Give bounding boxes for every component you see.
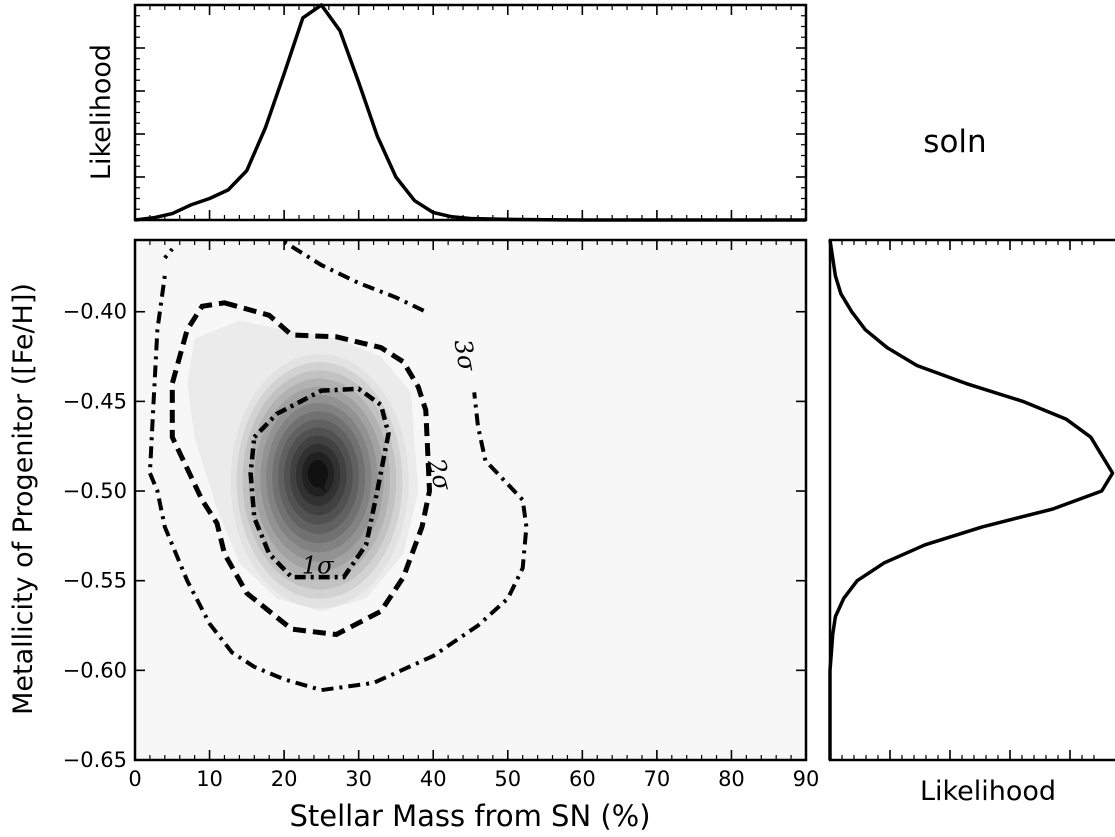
contour-label-1sigma: 1σ [302,552,334,580]
right-likelihood-curve [828,239,1115,760]
top-ylabel: Likelihood [86,44,117,180]
main-frame [133,238,808,762]
x-tick-label: 70 [644,767,671,791]
contour-3sigma [147,275,529,693]
y-tick-label: −0.45 [63,389,127,413]
x-tick-label: 0 [128,767,141,791]
soln-label: soln [923,124,986,160]
density-fill [187,320,419,612]
x-tick-label: 20 [271,767,298,791]
main-xlabel: Stellar Mass from SN (%) [289,799,650,833]
x-tick-label: 90 [793,767,820,791]
top-frame [133,3,808,222]
main-contour-panel: Stellar Mass from SN (%) Metallicity of … [8,238,820,833]
y-tick-label: −0.50 [63,479,127,503]
density-peak [308,461,326,494]
contour-label-3sigma: 3σ [448,337,481,374]
x-tick-label: 50 [494,767,521,791]
top-marginal-panel: Likelihood [86,3,808,222]
x-tick-label: 10 [196,767,223,791]
y-tick-label: −0.65 [63,748,127,772]
contour-2sigma [169,300,433,638]
right-frame [828,238,1115,762]
contour-3sigma [283,240,427,314]
main-ylabel: Metallicity of Progenitor ([Fe/H]) [8,283,39,715]
top-likelihood-curve [134,3,806,222]
contour-1sigma [248,386,391,580]
y-tick-label: −0.55 [63,569,127,593]
contour-3sigma [163,247,174,260]
x-tick-label: 80 [718,767,745,791]
x-tick-label: 30 [345,767,372,791]
x-tick-label: 60 [569,767,596,791]
right-marginal-panel: Likelihood [828,238,1115,807]
right-xlabel: Likelihood [920,776,1056,807]
x-tick-label: 40 [420,767,447,791]
y-tick-label: −0.40 [63,300,127,324]
y-tick-label: −0.60 [63,658,127,682]
